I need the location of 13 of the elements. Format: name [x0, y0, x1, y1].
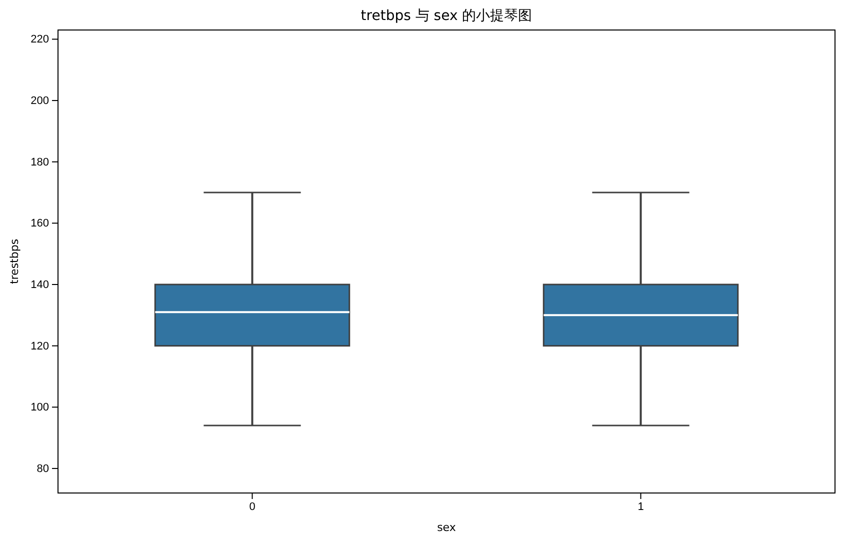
x-tick-label: 1	[638, 500, 644, 513]
y-tick-label: 220	[30, 34, 49, 46]
y-tick-label: 120	[30, 340, 49, 352]
y-tick-label: 100	[30, 402, 49, 414]
x-tick-label: 0	[249, 500, 256, 513]
y-tick-label: 200	[30, 95, 49, 108]
y-axis-title: trestbps	[8, 238, 21, 284]
y-tick-label: 140	[30, 279, 49, 292]
chart-title: tretbps 与 sex 的小提琴图	[360, 8, 532, 24]
y-tick-label: 180	[30, 156, 49, 168]
x-axis-title: sex	[437, 521, 456, 534]
y-tick-label: 160	[30, 218, 49, 230]
y-tick-label: 80	[36, 462, 49, 475]
